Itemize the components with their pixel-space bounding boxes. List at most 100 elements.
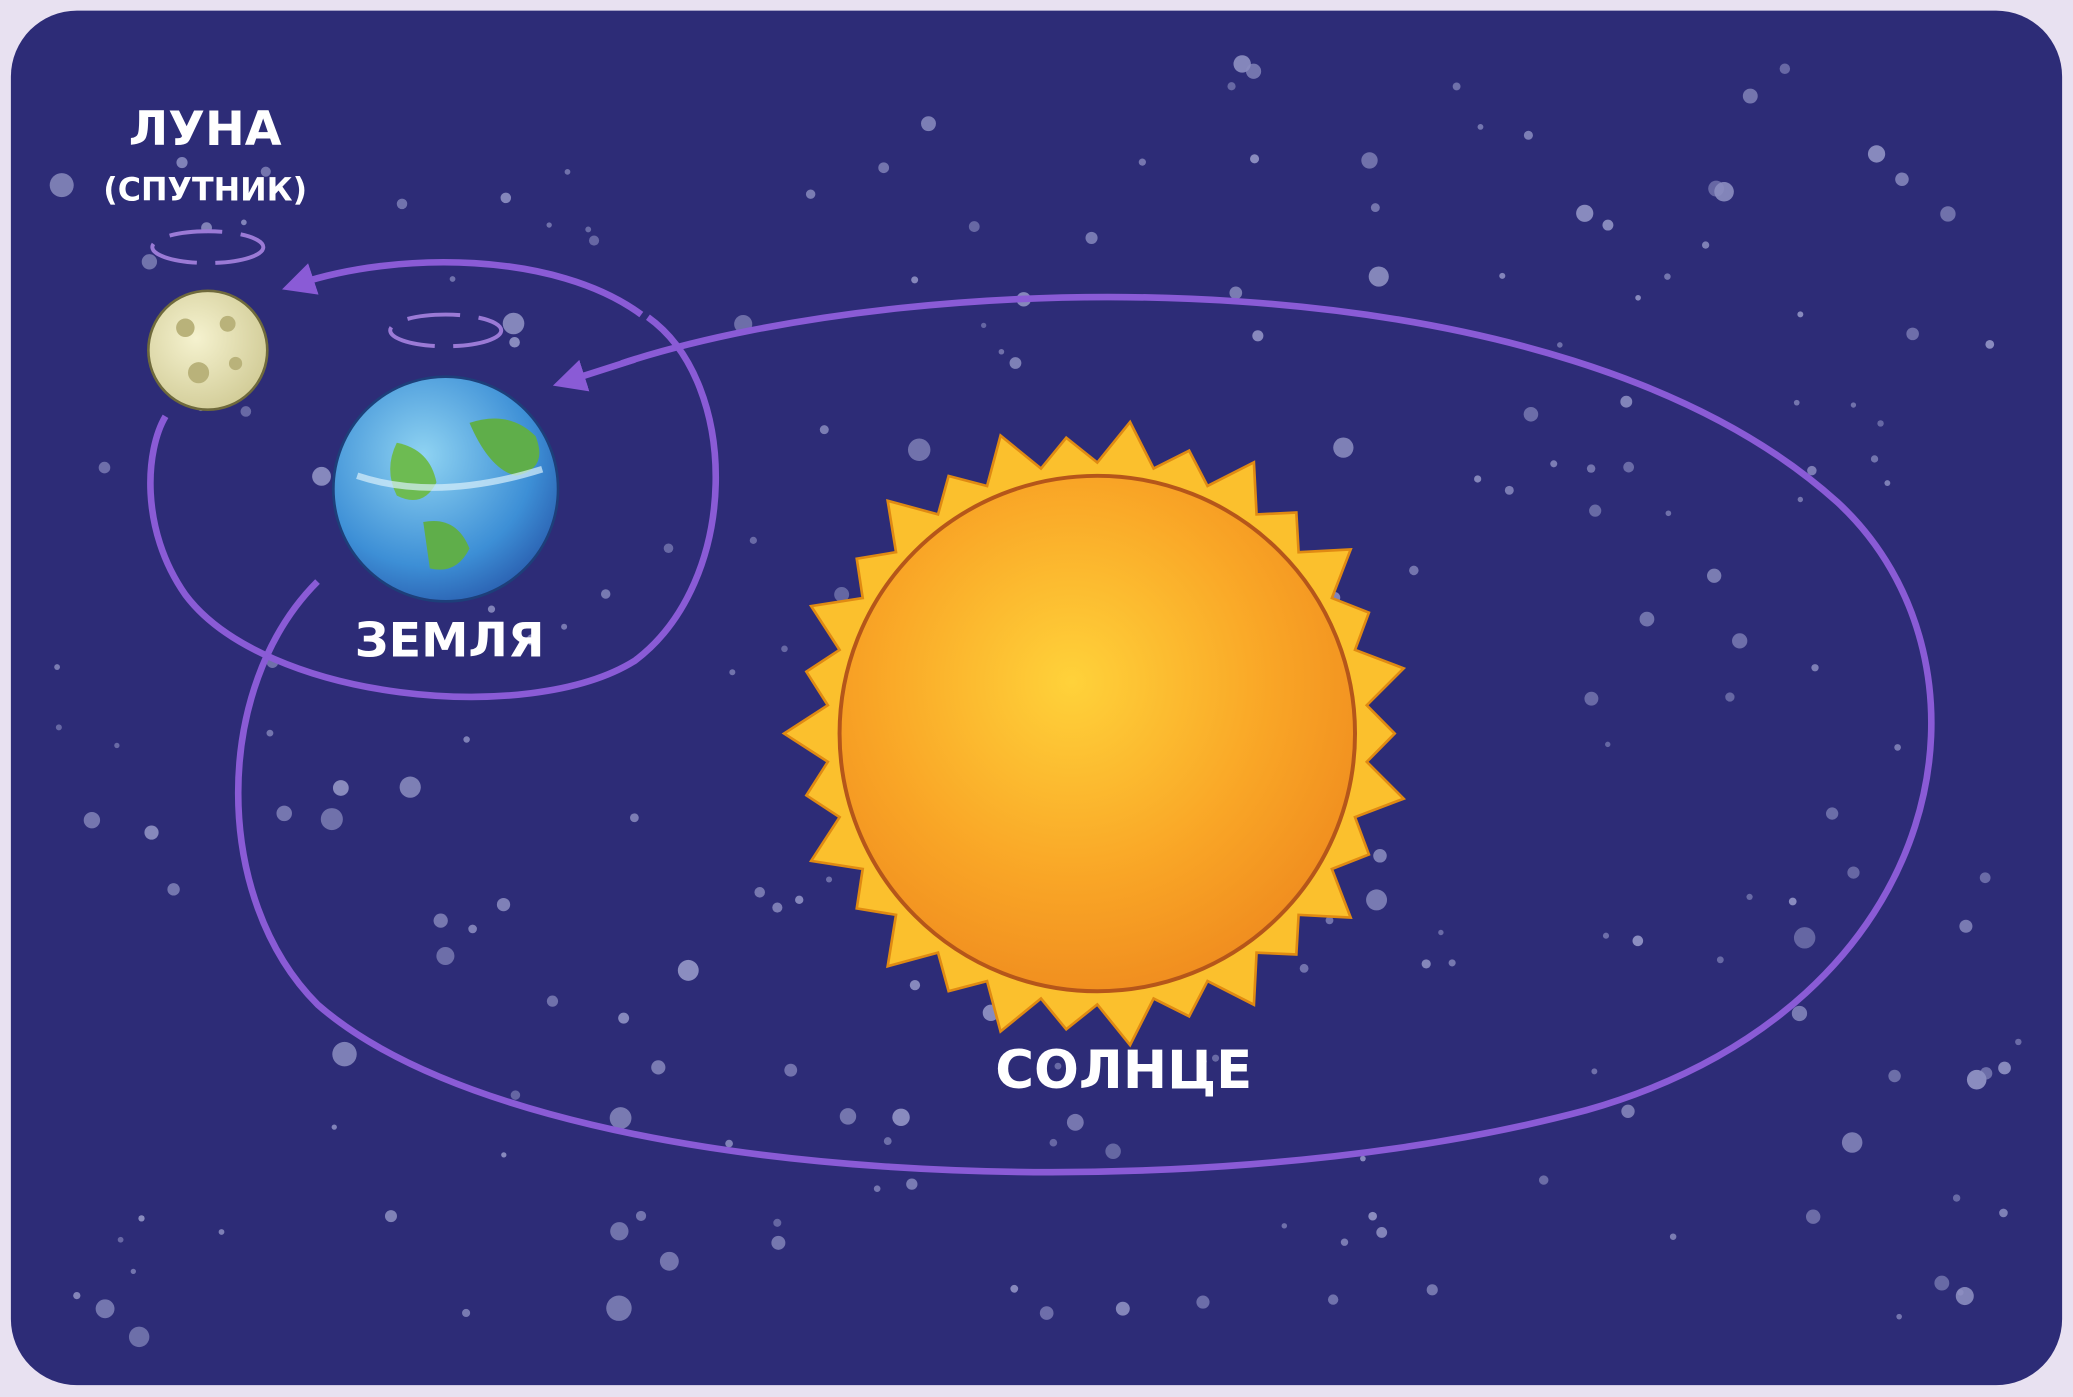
star xyxy=(1499,273,1505,279)
star xyxy=(1906,328,1919,341)
star xyxy=(1478,124,1484,130)
star xyxy=(1602,220,1613,231)
star xyxy=(1116,1302,1130,1316)
star xyxy=(434,913,448,927)
star xyxy=(1664,273,1670,279)
star xyxy=(781,646,788,653)
star xyxy=(1953,1194,1960,1201)
star xyxy=(1474,475,1481,482)
star xyxy=(981,323,986,328)
star xyxy=(1591,1068,1597,1074)
star xyxy=(1980,1067,1992,1079)
star xyxy=(1707,569,1721,583)
star xyxy=(750,537,757,544)
star xyxy=(1557,342,1563,348)
star xyxy=(1717,956,1724,963)
moon xyxy=(148,291,267,410)
star xyxy=(999,349,1005,355)
star xyxy=(1105,1144,1120,1159)
star xyxy=(1894,744,1901,751)
star xyxy=(754,887,765,898)
star xyxy=(1050,1139,1058,1147)
star xyxy=(884,1137,892,1145)
star xyxy=(1369,266,1389,286)
star xyxy=(547,996,558,1007)
star xyxy=(488,606,495,613)
star xyxy=(1453,83,1461,91)
star xyxy=(678,960,699,981)
star xyxy=(1957,1289,1963,1295)
star xyxy=(618,1013,629,1024)
star xyxy=(1888,1070,1900,1082)
star xyxy=(114,743,119,748)
star xyxy=(1620,396,1632,408)
star xyxy=(1732,633,1747,648)
star xyxy=(1794,927,1815,948)
diagram: ЛУНА (СПУТНИК) ЗЕМЛЯ СОЛНЦЕ xyxy=(0,0,2073,1397)
star xyxy=(878,162,889,173)
star xyxy=(468,925,477,934)
star xyxy=(219,1229,225,1235)
star xyxy=(1422,959,1431,968)
star xyxy=(267,730,274,737)
star xyxy=(1539,1175,1548,1184)
star xyxy=(660,1252,679,1271)
star xyxy=(1371,203,1380,212)
star xyxy=(276,806,291,821)
star xyxy=(397,199,407,209)
star xyxy=(144,825,158,839)
star xyxy=(610,1107,632,1129)
star xyxy=(636,1211,646,1221)
star xyxy=(892,1109,909,1126)
star xyxy=(969,221,980,232)
star xyxy=(1746,894,1752,900)
star xyxy=(1085,232,1097,244)
star xyxy=(1300,964,1309,973)
star xyxy=(1792,1006,1807,1021)
star xyxy=(1842,1132,1862,1152)
star xyxy=(1341,1239,1348,1246)
star xyxy=(1067,1114,1084,1131)
star xyxy=(1811,664,1818,671)
star xyxy=(1196,1296,1209,1309)
star xyxy=(1670,1233,1676,1239)
star xyxy=(2015,1039,2021,1045)
star xyxy=(1229,287,1242,300)
star xyxy=(241,406,252,417)
star xyxy=(1940,206,1955,221)
star xyxy=(546,222,551,227)
star xyxy=(561,624,567,630)
star xyxy=(462,1309,470,1317)
star xyxy=(910,980,920,990)
star xyxy=(630,813,639,822)
star xyxy=(1780,64,1790,74)
star xyxy=(400,777,421,798)
star xyxy=(1871,455,1878,462)
star xyxy=(908,439,930,461)
star xyxy=(601,589,610,598)
star xyxy=(1743,89,1758,104)
star xyxy=(1798,497,1803,502)
star xyxy=(1934,1276,1949,1291)
star xyxy=(1524,407,1539,422)
star xyxy=(1868,145,1885,162)
star xyxy=(1896,1314,1902,1320)
star xyxy=(1826,807,1838,819)
star xyxy=(1361,152,1377,168)
star xyxy=(1360,1156,1366,1162)
star xyxy=(176,157,187,168)
star xyxy=(1589,505,1601,517)
star xyxy=(1623,462,1634,473)
star xyxy=(1794,400,1800,406)
star xyxy=(99,462,111,474)
star xyxy=(1633,936,1644,947)
star xyxy=(1368,1212,1377,1221)
star xyxy=(874,1185,881,1192)
star xyxy=(142,254,157,269)
star xyxy=(1714,182,1734,202)
star xyxy=(54,664,60,670)
star xyxy=(1282,1223,1287,1228)
star xyxy=(1980,872,1991,883)
star xyxy=(131,1269,136,1274)
star xyxy=(771,1236,785,1250)
